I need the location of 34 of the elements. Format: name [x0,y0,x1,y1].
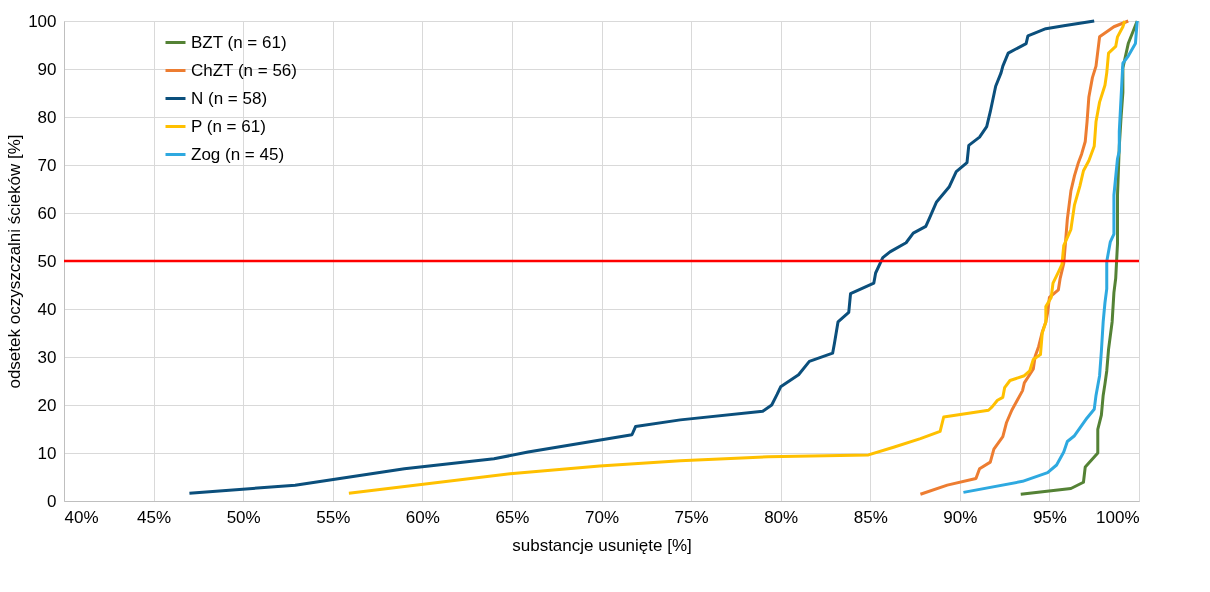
x-tick-label: 45% [137,507,172,527]
line-series [187,19,1096,495]
x-tick-label: 95% [1032,507,1067,527]
x-tick-label: 90% [943,507,978,527]
legend-label: N (n = 58) [191,88,268,108]
x-tick-label: 100% [1096,507,1140,527]
y-tick-label: 90 [37,59,57,79]
x-tick-label: 50% [226,507,261,527]
y-tick-label: 80 [37,107,57,127]
x-tick-label: 70% [584,507,620,527]
x-tick-label: 80% [764,507,799,527]
x-axis-title: substancje usunięte [%] [512,535,692,555]
y-tick-label: 50 [37,251,57,271]
legend-label: ChZT (n = 56) [191,60,297,80]
x-tick-label: 75% [674,507,709,527]
x-tick-label: 85% [853,507,888,527]
y-tick-label: 10 [37,443,57,463]
line-series [347,19,1127,495]
x-tick-label: 40% [64,507,99,527]
x-tick-label: 55% [316,507,351,527]
x-tick-label: 65% [495,507,530,527]
y-tick-label: 30 [37,347,57,367]
line-series [961,19,1139,494]
y-tick-label: 60 [37,203,57,223]
legend-label: P (n = 61) [191,116,266,136]
y-tick-label: 20 [37,395,57,415]
y-tick-label: 100 [28,11,57,31]
y-tick-label: 0 [47,491,57,511]
x-tick-label: 60% [405,507,440,527]
y-tick-label: 70 [37,155,57,175]
legend-label: Zog (n = 45) [191,144,285,164]
legend-label: BZT (n = 61) [191,32,287,52]
y-tick-label: 40 [37,299,57,319]
y-axis-title: odsetek oczyszczalni ścieków [%] [5,134,25,389]
